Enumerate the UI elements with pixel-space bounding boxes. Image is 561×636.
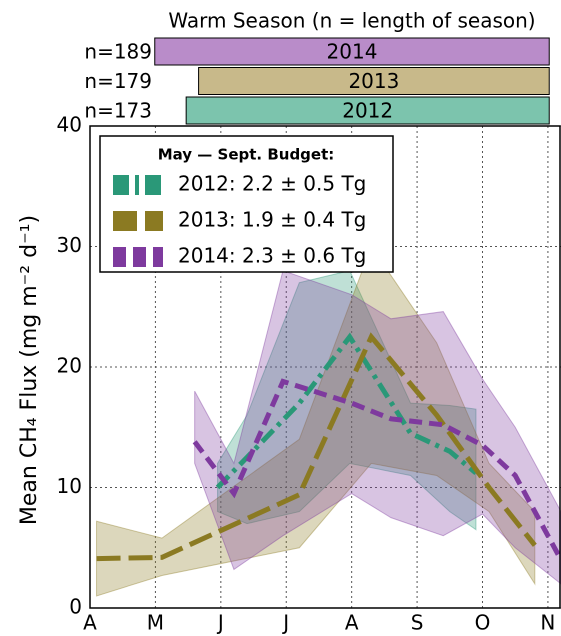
uncertainty-band xyxy=(194,269,561,585)
season-label: 2014 xyxy=(327,40,378,64)
legend-title: May — Sept. Budget: xyxy=(158,146,335,164)
x-tick-label: O xyxy=(475,611,491,635)
season-bar xyxy=(154,37,550,66)
chart-title: Warm Season (n = length of season) xyxy=(168,9,535,33)
y-tick-label: 0 xyxy=(69,595,82,619)
uncertainty-band xyxy=(217,270,477,531)
x-tick-label: A xyxy=(345,611,359,635)
season-label: 2013 xyxy=(348,69,399,93)
series-line xyxy=(215,332,478,490)
legend-label: 2013: 1.9 ± 0.4 Tg xyxy=(178,208,366,232)
season-n: n=179 xyxy=(84,69,152,93)
season-n: n=173 xyxy=(84,99,152,123)
y-tick-label: 30 xyxy=(57,233,82,257)
y-tick-label: 40 xyxy=(57,113,82,137)
x-tick-label: N xyxy=(540,611,555,635)
season-bar xyxy=(185,96,550,125)
legend-label: 2012: 2.2 ± 0.5 Tg xyxy=(178,172,366,196)
x-tick-label: J xyxy=(216,611,224,635)
x-tick-label: M xyxy=(147,611,164,635)
x-tick-label: A xyxy=(83,611,97,635)
uncertainty-band xyxy=(96,245,536,597)
season-n: n=189 xyxy=(84,40,152,64)
plot-frame xyxy=(89,125,561,609)
x-tick-label: J xyxy=(281,611,289,635)
series-line xyxy=(96,332,537,562)
season-label: 2012 xyxy=(342,99,393,123)
series-line xyxy=(192,378,561,561)
y-tick-label: 20 xyxy=(57,354,82,378)
legend-label: 2014: 2.3 ± 0.6 Tg xyxy=(178,244,366,268)
season-bar xyxy=(198,67,550,95)
legend-box xyxy=(99,135,394,273)
x-tick-label: S xyxy=(411,611,424,635)
y-axis-label: Mean CH₄ Flux (mg m⁻² d⁻¹) xyxy=(17,215,42,525)
y-tick-label: 10 xyxy=(57,474,82,498)
